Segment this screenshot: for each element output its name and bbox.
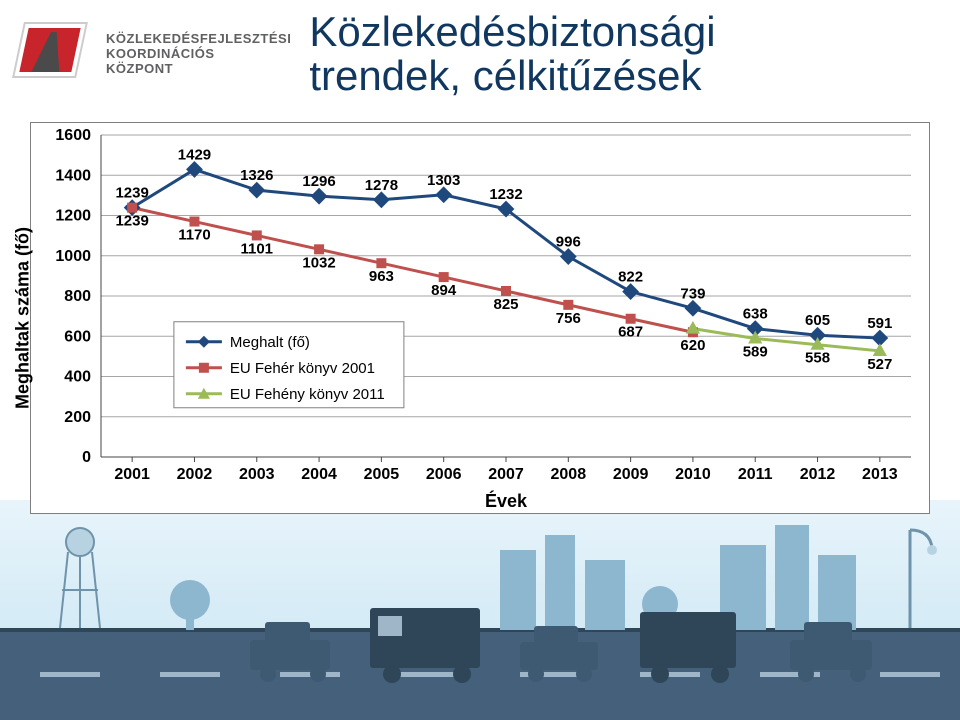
svg-text:1239: 1239: [115, 213, 148, 230]
svg-text:2005: 2005: [364, 466, 400, 483]
org-line: KOORDINÁCIÓS: [106, 47, 291, 62]
svg-text:756: 756: [556, 310, 581, 327]
svg-text:Évek: Évek: [485, 490, 528, 511]
line-chart: 0 200 400 600 800 1000 1200 1400 1600 2001 2002 200…: [31, 123, 929, 513]
svg-text:1600: 1600: [55, 127, 91, 144]
svg-text:591: 591: [867, 315, 892, 332]
svg-text:825: 825: [493, 296, 518, 313]
svg-text:620: 620: [680, 337, 705, 354]
svg-text:739: 739: [680, 285, 705, 302]
svg-text:2001: 2001: [114, 466, 150, 483]
svg-text:1200: 1200: [55, 208, 91, 225]
svg-text:1326: 1326: [240, 167, 273, 184]
svg-text:0: 0: [82, 449, 91, 466]
svg-text:2009: 2009: [613, 466, 649, 483]
svg-text:2008: 2008: [551, 466, 587, 483]
svg-text:527: 527: [867, 356, 892, 373]
svg-text:589: 589: [743, 344, 768, 361]
svg-text:1296: 1296: [302, 173, 335, 190]
svg-text:1429: 1429: [178, 147, 211, 164]
svg-text:605: 605: [805, 312, 830, 329]
svg-text:2012: 2012: [800, 466, 836, 483]
org-line: KÖZLEKEDÉSFEJLESZTÉSI: [106, 32, 291, 47]
svg-text:2004: 2004: [301, 466, 337, 483]
svg-text:1000: 1000: [55, 248, 91, 265]
svg-text:894: 894: [431, 282, 457, 299]
header: KÖZLEKEDÉSFEJLESZTÉSI KOORDINÁCIÓS KÖZPO…: [0, 0, 960, 114]
logo: [18, 22, 88, 86]
svg-text:2002: 2002: [177, 466, 213, 483]
svg-text:2003: 2003: [239, 466, 275, 483]
svg-text:1232: 1232: [489, 186, 522, 203]
svg-text:1032: 1032: [302, 254, 335, 271]
svg-text:800: 800: [64, 288, 91, 305]
svg-text:2006: 2006: [426, 466, 462, 483]
svg-text:EU Fehény könyv 2011: EU Fehény könyv 2011: [230, 386, 385, 403]
svg-text:1101: 1101: [240, 241, 273, 258]
svg-text:EU Fehér könyv 2001: EU Fehér könyv 2001: [230, 360, 375, 377]
svg-text:2013: 2013: [862, 466, 898, 483]
svg-text:200: 200: [64, 409, 91, 426]
svg-text:963: 963: [369, 268, 394, 285]
chart-container: Meghaltak száma (fő) 0200400600800100012…: [30, 122, 930, 514]
svg-text:1303: 1303: [427, 172, 460, 189]
svg-text:1400: 1400: [55, 167, 91, 184]
title-line: Közlekedésbiztonsági: [309, 10, 715, 54]
svg-text:Meghalt (fő): Meghalt (fő): [230, 334, 310, 351]
svg-text:2010: 2010: [675, 466, 711, 483]
svg-text:600: 600: [64, 328, 91, 345]
svg-text:1278: 1278: [365, 177, 398, 194]
org-line: KÖZPONT: [106, 62, 291, 77]
page-title: Közlekedésbiztonsági trendek, célkitűzés…: [309, 10, 715, 98]
svg-text:1170: 1170: [178, 227, 211, 244]
svg-text:996: 996: [556, 234, 581, 251]
org-name: KÖZLEKEDÉSFEJLESZTÉSI KOORDINÁCIÓS KÖZPO…: [106, 32, 291, 77]
svg-text:400: 400: [64, 369, 91, 386]
svg-text:687: 687: [618, 324, 643, 341]
svg-text:1239: 1239: [115, 185, 148, 202]
svg-text:558: 558: [805, 350, 830, 367]
y-axis-title: Meghaltak száma (fő): [13, 227, 34, 409]
title-line: trendek, célkitűzések: [309, 54, 715, 98]
svg-text:822: 822: [618, 269, 643, 286]
svg-text:638: 638: [743, 306, 768, 323]
svg-text:2011: 2011: [738, 466, 773, 483]
svg-text:2007: 2007: [488, 466, 524, 483]
footer-illustration: [0, 500, 960, 720]
